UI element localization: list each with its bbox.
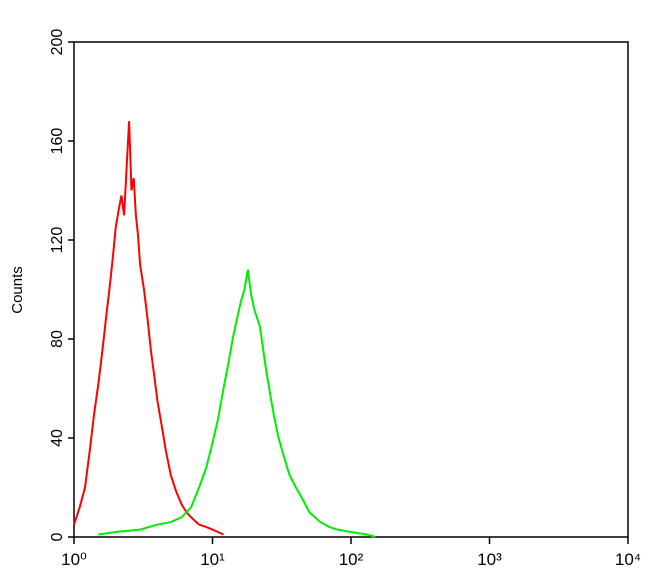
series-line [73,121,224,536]
y-tick-label: 120 [49,227,66,254]
x-tick-label: 10³ [477,550,502,569]
plot-frame [73,41,629,538]
x-tick-label: 10⁴ [615,550,641,569]
y-axis-label: Counts [9,266,26,314]
y-tick-label: 80 [49,330,66,348]
y-tick-label: 40 [49,429,66,447]
x-tick-label: 10⁰ [61,550,87,569]
series-line [98,269,376,538]
y-tick-label: 160 [49,128,66,155]
x-tick-label: 10¹ [200,550,225,569]
y-tick-label: 0 [49,532,66,541]
x-tick-label: 10² [339,550,364,569]
y-tick-label: 200 [49,29,66,56]
